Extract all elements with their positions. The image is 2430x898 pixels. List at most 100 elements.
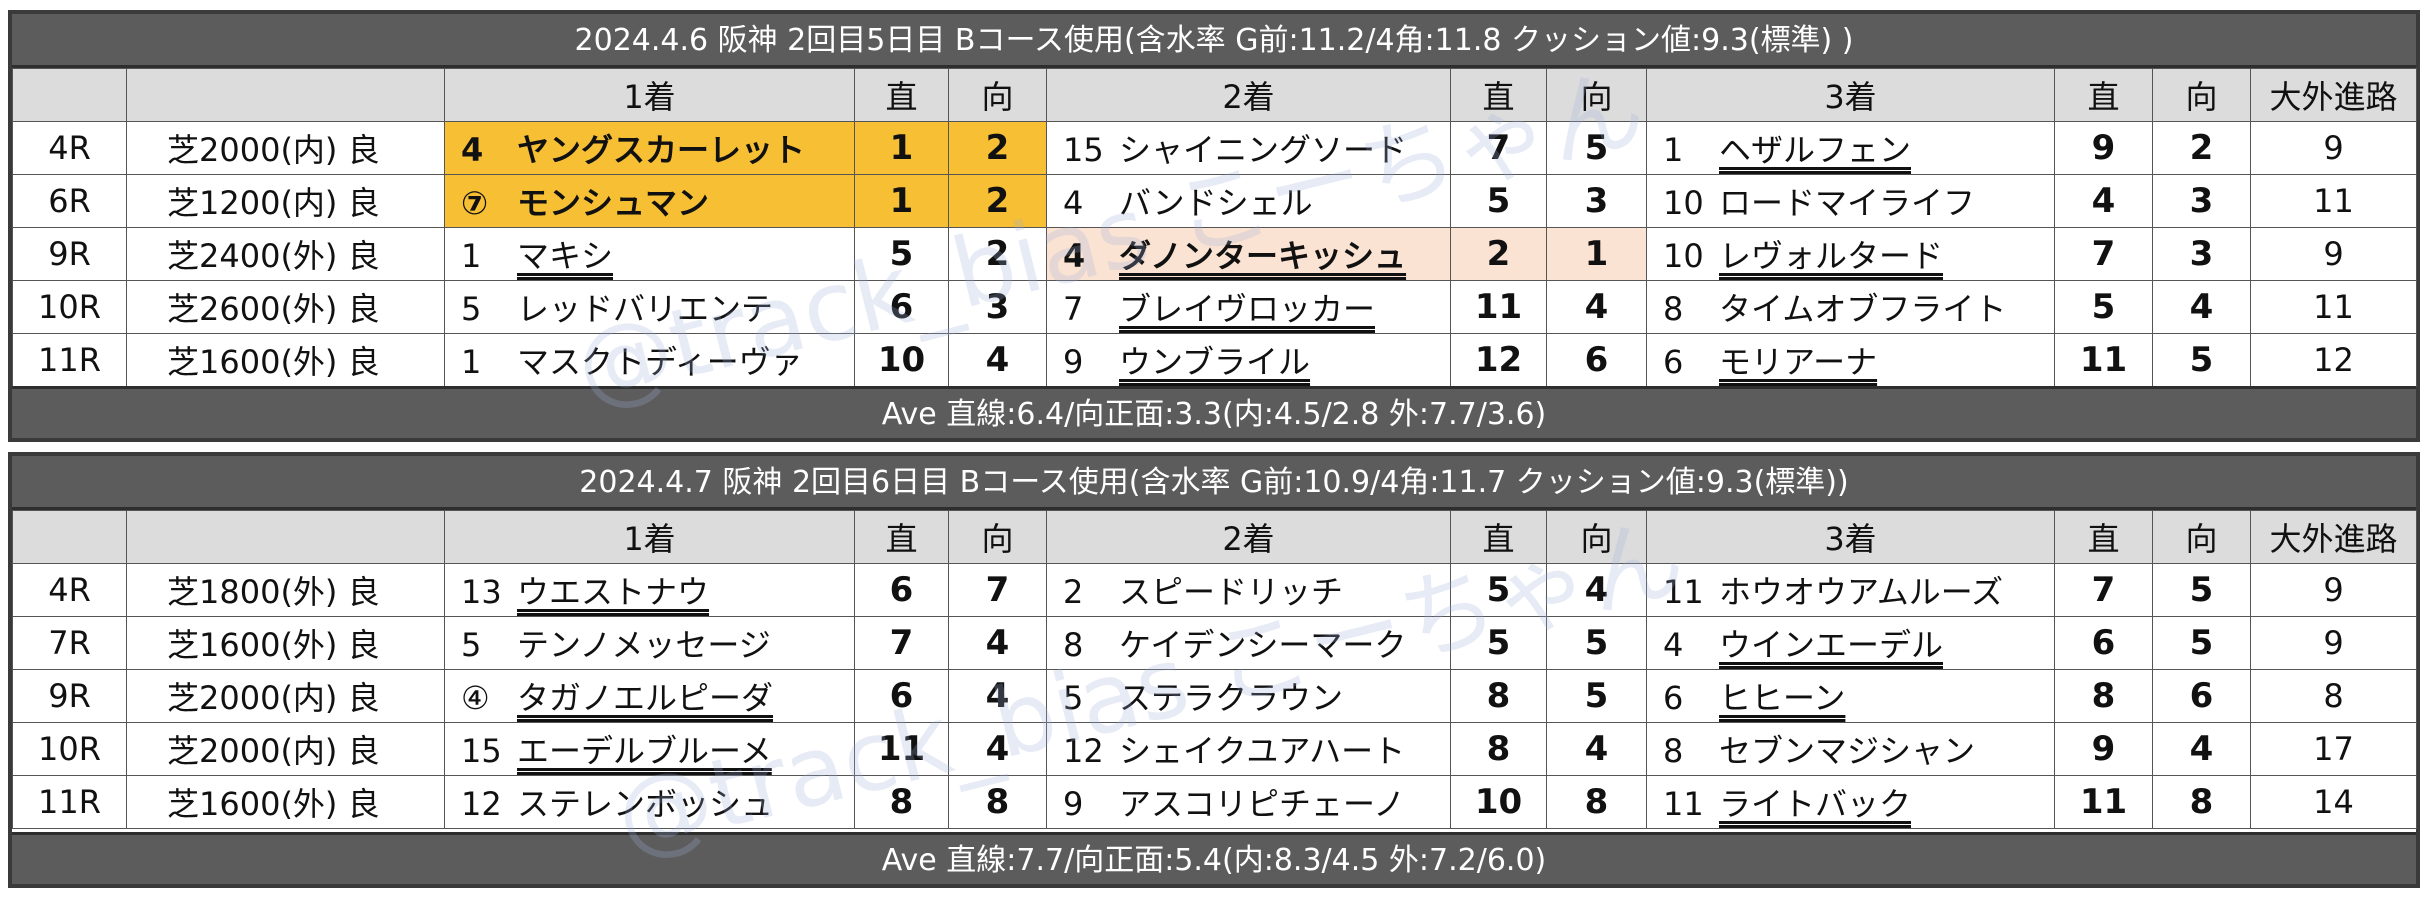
horse-name: マキシ [517, 237, 614, 275]
horse-name: モリアーナ [1719, 343, 1878, 381]
straight-position: 8 [1450, 722, 1547, 776]
straight-position: 7 [2054, 563, 2153, 617]
horse-name: テンノメッセージ [517, 626, 771, 664]
straight-position: 8 [2054, 669, 2153, 723]
day-panel: 2024.4.6 阪神 2回目5日目 Bコース使用(含水率 G前:11.2/4角… [8, 10, 2420, 442]
straight-position: 7 [2054, 227, 2153, 281]
straight-position: 11 [1450, 280, 1547, 334]
place-2-horse: 5 ステラクラウン [1046, 669, 1451, 723]
course-condition: 芝1600(外) 良 [126, 616, 445, 670]
post-number: 8 [1063, 626, 1084, 664]
course-condition: 芝2000(内) 良 [126, 669, 445, 723]
outer-lane-header: 大外進路 [2250, 68, 2417, 122]
backstretch-position: 3 [1546, 174, 1647, 228]
horse-name: ヒヒーン [1719, 679, 1846, 717]
outer-lane-count: 9 [2250, 227, 2417, 281]
course-header [126, 510, 445, 564]
race-number: 6R [12, 174, 127, 228]
outer-lane-count: 8 [2250, 669, 2417, 723]
table-row: 11R 芝1600(外) 良 12 ステレンボッシュ 8 8 9 アスコリピチェーノ 10 8 11… [12, 775, 2417, 829]
backstretch-position: 6 [1546, 333, 1647, 387]
horse-name: バンドシェル [1119, 184, 1313, 222]
backstretch-position: 5 [1546, 616, 1647, 670]
course-condition: 芝2000(内) 良 [126, 121, 445, 175]
place-1-horse: 4 ヤングスカーレット [444, 121, 855, 175]
place-2-horse: 12 シェイクユアハート [1046, 722, 1451, 776]
place-2-horse: 2 スピードリッチ [1046, 563, 1451, 617]
race-number: 9R [12, 227, 127, 281]
place-1-horse: ⑦ モンシュマン [444, 174, 855, 228]
straight-position: 10 [1450, 775, 1547, 829]
place-3-horse: 10 レヴォルタード [1646, 227, 2055, 281]
horse-name: ライトバック [1719, 785, 1912, 823]
horse-name: シェイクユアハート [1119, 732, 1406, 770]
horse-name: ケイデンシーマーク [1119, 626, 1407, 664]
horse-name: ヤングスカーレット [517, 131, 806, 169]
race-number: 4R [12, 563, 127, 617]
backstretch-header: 向 [2152, 68, 2251, 122]
backstretch-position: 2 [948, 227, 1047, 281]
outer-lane-count: 9 [2250, 121, 2417, 175]
post-number: 1 [461, 343, 482, 381]
place-1-horse: 15 エーデルブルーメ [444, 722, 855, 776]
backstretch-position: 5 [1546, 669, 1647, 723]
race-number: 10R [12, 280, 127, 334]
post-number: 9 [1063, 343, 1084, 381]
backstretch-position: 4 [948, 616, 1047, 670]
race-number: 10R [12, 722, 127, 776]
post-number: 7 [1063, 290, 1084, 328]
straight-position: 1 [854, 121, 949, 175]
backstretch-position: 3 [948, 280, 1047, 334]
backstretch-position: 2 [2152, 121, 2251, 175]
straight-position: 6 [854, 669, 949, 723]
straight-position: 5 [2054, 280, 2153, 334]
table-row: 4R 芝1800(外) 良 13 ウエストナウ 6 7 2 スピードリッチ 5 4 11 ホウオウアム… [12, 563, 2417, 617]
race-number: 4R [12, 121, 127, 175]
backstretch-position: 4 [1546, 563, 1647, 617]
horse-name: ウインエーデル [1719, 626, 1944, 664]
race-number: 7R [12, 616, 127, 670]
place-3-horse: 4 ウインエーデル [1646, 616, 2055, 670]
backstretch-position: 6 [2152, 669, 2251, 723]
straight-header: 直 [2054, 510, 2153, 564]
place-1-horse: 5 テンノメッセージ [444, 616, 855, 670]
course-condition: 芝1600(外) 良 [126, 333, 445, 387]
horse-name: ウエストナウ [517, 573, 710, 611]
post-number: 11 [1663, 785, 1704, 823]
course-condition: 芝2000(内) 良 [126, 722, 445, 776]
table-row: 6R 芝1200(内) 良 ⑦ モンシュマン 1 2 4 バンドシェル 5 3 10 ロードマイライフ… [12, 174, 2417, 228]
horse-name: シャイニングソード [1119, 131, 1408, 169]
table-row: 10R 芝2600(外) 良 5 レッドバリエンテ 6 3 7 ブレイヴロッカー 11 4 8 タイム… [12, 280, 2417, 334]
outer-lane-header: 大外進路 [2250, 510, 2417, 564]
backstretch-position: 4 [1546, 280, 1647, 334]
table-row: 9R 芝2000(内) 良 ④ タガノエルピーダ 6 4 5 ステラクラウン 8 5 6 ヒヒーン 8 6… [12, 669, 2417, 723]
course-condition: 芝2600(外) 良 [126, 280, 445, 334]
results-table: 1着直向 2着直向 3着直向大外進路 4R 芝1800(外) 良 13 ウエストナウ 6 7 2 ス… [12, 510, 2417, 829]
backstretch-position: 5 [2152, 616, 2251, 670]
table-row: 10R 芝2000(内) 良 15 エーデルブルーメ 11 4 12 シェイクユアハート 8 4 8… [12, 722, 2417, 776]
results-table: 1着直向 2着直向 3着直向大外進路 4R 芝2000(内) 良 4 ヤングスカーレット 1 2… [12, 68, 2417, 387]
post-number: 6 [1663, 343, 1684, 381]
backstretch-header: 向 [948, 510, 1047, 564]
straight-position: 7 [854, 616, 949, 670]
post-number: 10 [1663, 237, 1704, 275]
backstretch-header: 向 [948, 68, 1047, 122]
backstretch-position: 8 [2152, 775, 2251, 829]
straight-position: 11 [2054, 333, 2153, 387]
backstretch-position: 4 [948, 669, 1047, 723]
straight-position: 1 [854, 174, 949, 228]
place-2-horse: 7 ブレイヴロッカー [1046, 280, 1451, 334]
outer-lane-count: 11 [2250, 174, 2417, 228]
post-number: ④ [461, 679, 490, 717]
outer-lane-count: 9 [2250, 616, 2417, 670]
third-place-header: 3着 [1646, 68, 2055, 122]
straight-header: 直 [1450, 68, 1547, 122]
backstretch-position: 4 [948, 722, 1047, 776]
horse-name: レヴォルタード [1719, 237, 1944, 275]
post-number: 2 [1063, 573, 1084, 611]
backstretch-position: 8 [948, 775, 1047, 829]
backstretch-position: 3 [2152, 227, 2251, 281]
post-number: 12 [1063, 732, 1104, 770]
backstretch-position: 4 [2152, 722, 2251, 776]
horse-name: エーデルブルーメ [517, 732, 772, 770]
